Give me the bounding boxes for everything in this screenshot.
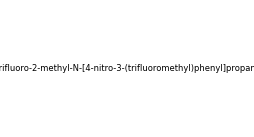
Text: 3,3,3-trifluoro-2-methyl-N-[4-nitro-3-(trifluoromethyl)phenyl]propanamide: 3,3,3-trifluoro-2-methyl-N-[4-nitro-3-(t… (0, 64, 254, 73)
